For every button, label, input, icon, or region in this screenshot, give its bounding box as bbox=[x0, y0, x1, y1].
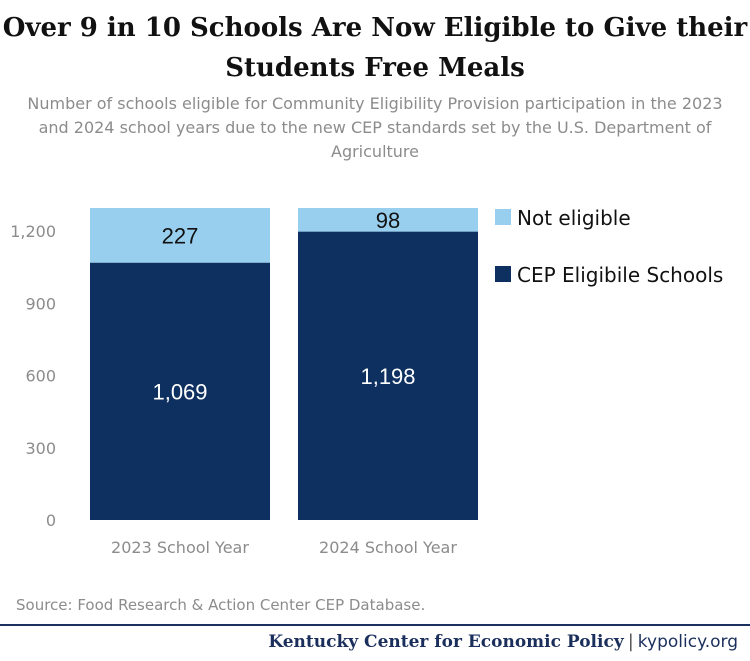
data-label-cep-eligible: 1,198 bbox=[360, 364, 415, 389]
y-tick-label: 900 bbox=[25, 294, 56, 313]
y-tick-label: 1,200 bbox=[10, 222, 56, 241]
x-category-label: 2023 School Year bbox=[111, 538, 249, 557]
data-label-cep-eligible: 1,069 bbox=[152, 379, 207, 404]
x-category-label: 2024 School Year bbox=[319, 538, 457, 557]
footer-separator: | bbox=[627, 631, 634, 652]
footer: Kentucky Center for Economic Policy | kypo… bbox=[268, 628, 738, 655]
legend-label-cep-eligible: CEP Eligibile Schools bbox=[517, 263, 723, 287]
chart-title: Over 9 in 10 Schools Are Now Eligible to… bbox=[2, 13, 748, 83]
footer-site-link[interactable]: kypolicy.org bbox=[637, 632, 738, 652]
chart-subtitle: Number of schools eligible for Community… bbox=[27, 94, 723, 161]
y-tick-label: 300 bbox=[25, 439, 56, 458]
bar-not-eligible-1[interactable] bbox=[90, 208, 270, 263]
data-label-not-eligible: 98 bbox=[376, 208, 400, 233]
legend-label-not-eligible: Not eligible bbox=[517, 206, 631, 230]
bar-not-eligible-2[interactable] bbox=[298, 208, 478, 232]
data-label-not-eligible: 227 bbox=[162, 223, 199, 248]
source-note: Source: Food Research & Action Center CE… bbox=[16, 596, 426, 614]
bar-cep-eligible-2[interactable] bbox=[298, 231, 478, 520]
legend-swatch-not-eligible bbox=[495, 209, 511, 225]
y-tick-label: 600 bbox=[25, 367, 56, 386]
chart: 0 300 600 900 1,200 1,069 227 2023 School Year 1… bbox=[10, 206, 723, 557]
legend-swatch-cep-eligible bbox=[495, 266, 511, 282]
y-tick-label: 0 bbox=[46, 511, 56, 530]
bar-cep-eligible-1[interactable] bbox=[90, 262, 270, 520]
footer-divider bbox=[0, 624, 750, 626]
footer-org: Kentucky Center for Economic Policy bbox=[268, 632, 624, 652]
